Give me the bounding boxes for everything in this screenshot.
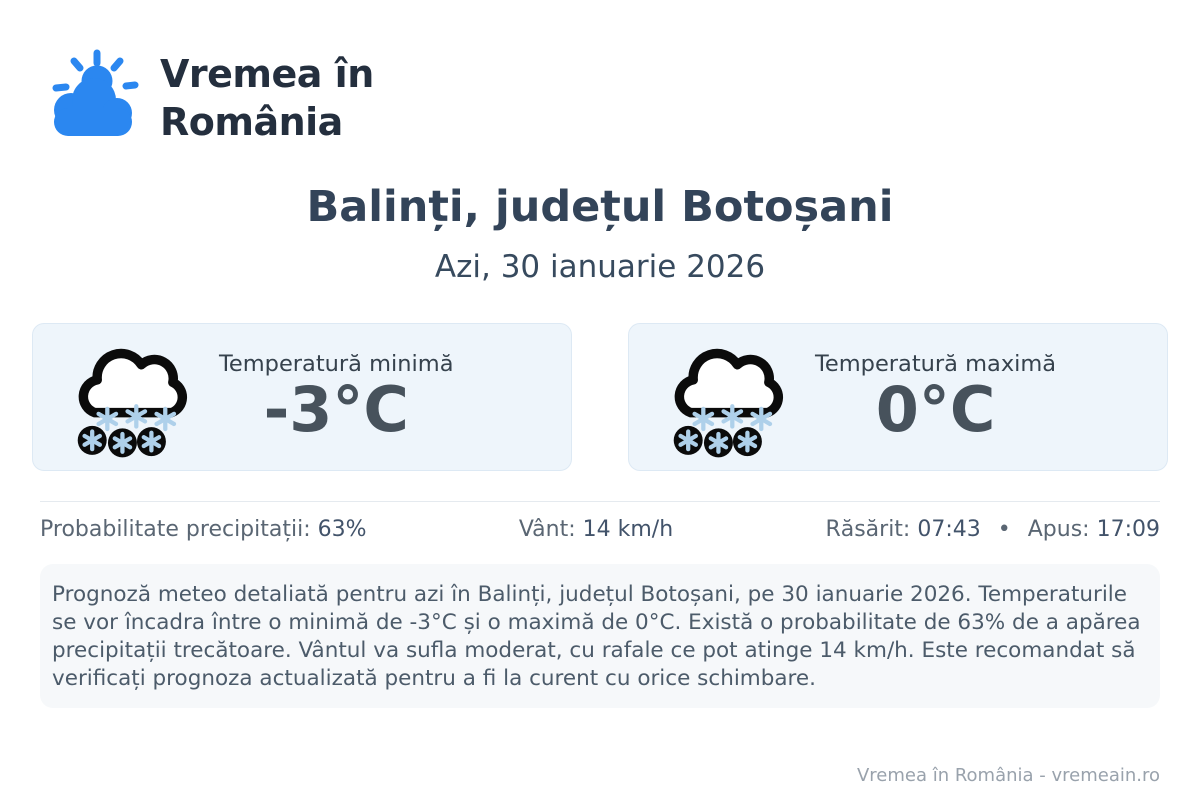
- weather-stats-row: Probabilitate precipitații: 63% Vânt: 14…: [40, 501, 1160, 542]
- max-temperature-text: Temperatură maximă 0°C: [815, 351, 1056, 444]
- forecast-summary: Prognoză meteo detaliată pentru azi în B…: [40, 564, 1160, 708]
- min-temperature-label: Temperatură minimă: [219, 350, 454, 377]
- sun-cloud-icon: [52, 49, 139, 136]
- site-logo-text: Vremea în România: [160, 50, 374, 147]
- min-temperature-value: -3°C: [263, 372, 409, 446]
- bullet-separator: •: [997, 517, 1011, 542]
- sunrise-label: Răsărit:: [825, 517, 911, 542]
- sunrise-value: 07:43: [917, 517, 981, 542]
- site-logo[interactable]: Vremea în România: [40, 0, 1168, 150]
- sun-times-stat: Răsărit: 07:43 • Apus: 17:09: [825, 517, 1160, 542]
- min-temperature-card: Temperatură minimă -3°C: [32, 323, 572, 471]
- sunset-label: Apus:: [1027, 517, 1090, 542]
- wind-value: 14 km/h: [582, 517, 674, 542]
- min-temperature-text: Temperatură minimă -3°C: [219, 351, 454, 444]
- temperature-cards: Temperatură minimă -3°C: [32, 323, 1168, 471]
- max-temperature-value: 0°C: [875, 372, 996, 446]
- max-temperature-label: Temperatură maximă: [815, 350, 1057, 377]
- site-logo-line2: România: [160, 100, 343, 144]
- snow-cloud-icon: [673, 348, 784, 457]
- page-subtitle: Azi, 30 ianuarie 2026: [434, 249, 766, 285]
- precipitation-label: Probabilitate precipitații:: [40, 517, 311, 542]
- precipitation-value: 63%: [317, 517, 367, 542]
- sunset-value: 17:09: [1096, 517, 1160, 542]
- snow-cloud-icon: [77, 348, 188, 457]
- wind-label: Vânt:: [518, 517, 576, 542]
- max-temperature-card: Temperatură maximă 0°C: [628, 323, 1168, 471]
- footer-site-link[interactable]: Vremea în România - vremeain.ro: [856, 765, 1160, 786]
- precipitation-stat: Probabilitate precipitații: 63%: [40, 517, 367, 542]
- page-title: Balinți, județul Botoșani: [306, 182, 894, 232]
- wind-stat: Vânt: 14 km/h: [519, 517, 673, 542]
- site-logo-line1: Vremea în: [160, 51, 374, 96]
